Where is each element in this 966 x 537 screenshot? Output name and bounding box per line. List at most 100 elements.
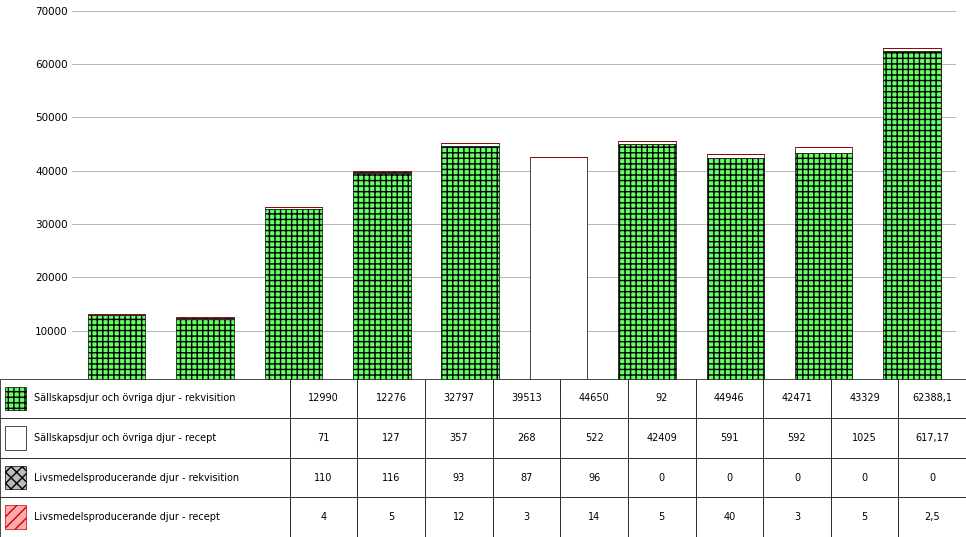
Bar xyxy=(884,52,941,384)
Bar xyxy=(0,458,290,497)
Bar xyxy=(696,379,763,418)
Bar xyxy=(628,458,696,497)
Bar xyxy=(795,153,852,384)
Text: 92: 92 xyxy=(656,394,668,403)
Bar xyxy=(177,318,234,384)
Bar xyxy=(560,379,628,418)
Text: 268: 268 xyxy=(517,433,536,443)
Bar xyxy=(628,379,696,418)
Text: 4: 4 xyxy=(321,512,327,522)
Text: 62388,1: 62388,1 xyxy=(912,394,952,403)
Text: 44650: 44650 xyxy=(579,394,610,403)
Bar xyxy=(0,497,290,537)
Text: Livsmedelsproducerande djur - rekvisition: Livsmedelsproducerande djur - rekvisitio… xyxy=(34,473,239,483)
Bar xyxy=(884,48,941,52)
Text: 5: 5 xyxy=(388,512,394,522)
Bar xyxy=(628,418,696,458)
Bar xyxy=(560,418,628,458)
Text: 2,5: 2,5 xyxy=(924,512,940,522)
Text: 0: 0 xyxy=(659,473,665,483)
Bar xyxy=(831,497,898,537)
Bar xyxy=(357,418,425,458)
Text: Livsmedelsproducerande djur - recept: Livsmedelsproducerande djur - recept xyxy=(34,512,219,522)
Text: 591: 591 xyxy=(720,433,739,443)
Text: 42471: 42471 xyxy=(781,394,812,403)
Bar xyxy=(5,466,26,490)
Text: 39513: 39513 xyxy=(511,394,542,403)
Text: 12990: 12990 xyxy=(308,394,339,403)
Bar xyxy=(795,148,852,153)
Bar xyxy=(425,497,493,537)
Text: 0: 0 xyxy=(794,473,800,483)
Text: Sällskapsdjur och övriga djur - rekvisition: Sällskapsdjur och övriga djur - rekvisit… xyxy=(34,394,236,403)
Bar xyxy=(493,458,560,497)
Bar xyxy=(290,458,357,497)
Bar xyxy=(265,209,322,384)
Bar xyxy=(763,497,831,537)
Bar xyxy=(898,379,966,418)
Text: 43329: 43329 xyxy=(849,394,880,403)
Bar xyxy=(696,497,763,537)
Bar xyxy=(831,458,898,497)
Bar xyxy=(831,379,898,418)
Bar xyxy=(707,157,764,384)
Bar xyxy=(493,497,560,537)
Bar xyxy=(763,418,831,458)
Bar xyxy=(898,458,966,497)
Text: 617,17: 617,17 xyxy=(915,433,950,443)
Bar xyxy=(441,146,498,384)
Bar xyxy=(5,426,26,450)
Bar xyxy=(560,497,628,537)
Bar xyxy=(618,141,675,144)
Text: 96: 96 xyxy=(588,473,600,483)
Bar xyxy=(0,418,290,458)
Bar xyxy=(357,497,425,537)
Bar xyxy=(618,144,675,384)
Text: 110: 110 xyxy=(314,473,333,483)
Bar xyxy=(560,458,628,497)
Text: 42409: 42409 xyxy=(646,433,677,443)
Text: 3: 3 xyxy=(524,512,529,522)
Text: 116: 116 xyxy=(382,473,401,483)
Bar xyxy=(425,418,493,458)
Text: 0: 0 xyxy=(862,473,867,483)
Text: Sällskapsdjur och övriga djur - recept: Sällskapsdjur och övriga djur - recept xyxy=(34,433,216,443)
Bar xyxy=(425,458,493,497)
Text: 5: 5 xyxy=(659,512,665,522)
Text: 127: 127 xyxy=(382,433,401,443)
Bar xyxy=(628,497,696,537)
Bar xyxy=(425,379,493,418)
Bar xyxy=(265,207,322,209)
Text: 87: 87 xyxy=(521,473,532,483)
Bar xyxy=(290,418,357,458)
Bar xyxy=(763,458,831,497)
Text: 3: 3 xyxy=(794,512,800,522)
Bar xyxy=(290,379,357,418)
Text: 1025: 1025 xyxy=(852,433,877,443)
Text: 592: 592 xyxy=(787,433,807,443)
Text: 0: 0 xyxy=(726,473,732,483)
Bar xyxy=(354,172,411,173)
Text: 12276: 12276 xyxy=(376,394,407,403)
Bar xyxy=(707,154,764,157)
Bar xyxy=(5,387,26,410)
Text: 93: 93 xyxy=(453,473,465,483)
Bar xyxy=(898,497,966,537)
Bar xyxy=(696,458,763,497)
Bar xyxy=(0,379,290,418)
Text: 357: 357 xyxy=(449,433,469,443)
Text: 12: 12 xyxy=(453,512,465,522)
Bar xyxy=(357,379,425,418)
Bar xyxy=(898,418,966,458)
Bar xyxy=(493,379,560,418)
Text: 71: 71 xyxy=(318,433,329,443)
Bar xyxy=(5,505,26,529)
Bar xyxy=(177,317,234,318)
Bar xyxy=(493,418,560,458)
Bar xyxy=(357,458,425,497)
Bar xyxy=(696,418,763,458)
Text: 522: 522 xyxy=(584,433,604,443)
Text: 40: 40 xyxy=(724,512,735,522)
Text: 5: 5 xyxy=(862,512,867,522)
Bar xyxy=(831,418,898,458)
